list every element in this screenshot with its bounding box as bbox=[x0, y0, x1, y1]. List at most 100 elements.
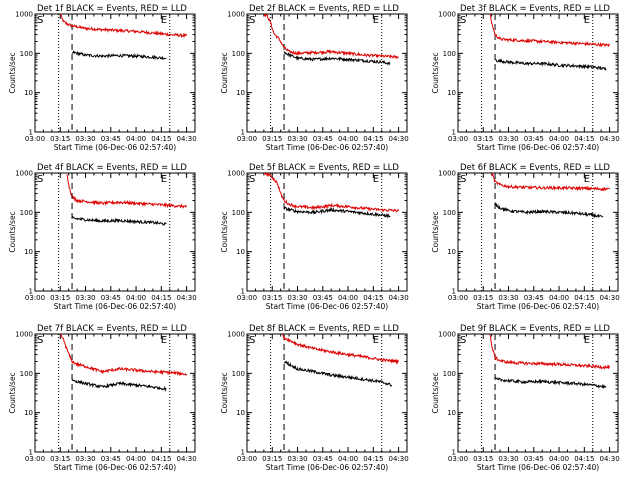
x-tick-label: 04:30 bbox=[599, 135, 619, 143]
y-tick-label: 1 bbox=[29, 129, 33, 137]
panel-title: Det 1f BLACK = Events, RED = LLD bbox=[37, 4, 187, 14]
x-axis-label: Start Time (06-Dec-06 02:57:40) bbox=[266, 143, 388, 152]
y-tick-label: 10 bbox=[236, 89, 245, 97]
x-tick-label: 03:15 bbox=[473, 294, 493, 302]
panel-3: Det 3f BLACK = Events, RED = LLD 1 10 100 10… bbox=[431, 4, 620, 152]
panel-2: Det 2f BLACK = Events, RED = LLD 1 10 100 10… bbox=[220, 4, 409, 152]
y-tick-label: 10 bbox=[447, 89, 456, 97]
y-tick-label: 1 bbox=[452, 449, 456, 457]
x-tick-label: 03:15 bbox=[50, 455, 70, 463]
x-tick-label: 04:15 bbox=[574, 455, 594, 463]
y-tick-label: 10 bbox=[236, 248, 245, 256]
x-tick-label: 03:00 bbox=[237, 135, 257, 143]
panel-title: Det 4f BLACK = Events, RED = LLD bbox=[37, 163, 187, 173]
e-marker: E bbox=[161, 15, 167, 26]
y-tick-label: 10 bbox=[447, 409, 456, 417]
x-tick-label: 03:45 bbox=[524, 455, 544, 463]
x-tick-label: 04:15 bbox=[363, 294, 383, 302]
events-series-line bbox=[71, 50, 167, 61]
y-axis-label: Counts/sec bbox=[431, 372, 440, 413]
y-tick-label: 100 bbox=[443, 370, 456, 378]
x-tick-label: 04:15 bbox=[151, 135, 171, 143]
y-tick-label: 1000 bbox=[227, 11, 245, 19]
x-tick-label: 03:30 bbox=[498, 455, 518, 463]
plot-frame bbox=[457, 13, 619, 133]
plot-frame bbox=[246, 333, 408, 453]
s-marker: S bbox=[460, 15, 466, 26]
s-marker: S bbox=[37, 15, 43, 26]
y-axis-label: Counts/sec bbox=[220, 372, 229, 413]
x-tick-label: 03:15 bbox=[262, 135, 282, 143]
y-tick-label: 1000 bbox=[15, 331, 33, 339]
panel-title: Det 5f BLACK = Events, RED = LLD bbox=[249, 163, 399, 173]
y-tick-label: 1 bbox=[241, 129, 245, 137]
x-tick-label: 03:00 bbox=[448, 135, 468, 143]
x-axis-label: Start Time (06-Dec-06 02:57:40) bbox=[266, 463, 388, 472]
y-tick-label: 1000 bbox=[438, 170, 456, 178]
y-axis-label: Counts/sec bbox=[8, 372, 17, 413]
x-tick-label: 03:00 bbox=[25, 294, 45, 302]
x-tick-label: 03:00 bbox=[25, 135, 45, 143]
x-tick-label: 04:15 bbox=[363, 135, 383, 143]
e-marker: E bbox=[373, 335, 379, 346]
y-tick-label: 100 bbox=[232, 370, 245, 378]
e-marker: E bbox=[584, 15, 590, 26]
y-tick-label: 100 bbox=[20, 50, 33, 58]
y-tick-label: 1000 bbox=[227, 331, 245, 339]
s-marker: S bbox=[460, 174, 466, 185]
events-series-line bbox=[283, 51, 391, 66]
panel-title: Det 9f BLACK = Events, RED = LLD bbox=[460, 324, 610, 334]
y-tick-label: 100 bbox=[443, 209, 456, 217]
y-tick-label: 1000 bbox=[15, 170, 33, 178]
y-tick-label: 100 bbox=[232, 50, 245, 58]
plot-frame bbox=[457, 333, 619, 453]
plot-frame bbox=[246, 172, 408, 292]
x-tick-label: 04:30 bbox=[388, 455, 408, 463]
panel-7: Det 7f BLACK = Events, RED = LLD 1 10 100 10… bbox=[8, 324, 197, 472]
y-axis-label: Counts/sec bbox=[220, 211, 229, 252]
y-tick-label: 1 bbox=[452, 129, 456, 137]
panel-title: Det 7f BLACK = Events, RED = LLD bbox=[37, 324, 187, 334]
x-tick-label: 04:00 bbox=[549, 294, 569, 302]
x-tick-label: 03:30 bbox=[287, 455, 307, 463]
e-marker: E bbox=[584, 335, 590, 346]
s-marker: S bbox=[249, 174, 255, 185]
x-tick-label: 04:00 bbox=[549, 135, 569, 143]
x-axis-label: Start Time (06-Dec-06 02:57:40) bbox=[266, 302, 388, 311]
lld-series-line bbox=[60, 334, 188, 377]
panel-6: Det 6f BLACK = Events, RED = LLD 1 10 100 10… bbox=[431, 163, 620, 311]
x-tick-label: 04:00 bbox=[549, 455, 569, 463]
x-tick-label: 03:45 bbox=[101, 135, 121, 143]
y-tick-label: 1 bbox=[29, 288, 33, 296]
lld-series-line bbox=[66, 174, 188, 209]
y-axis-label: Counts/sec bbox=[8, 211, 17, 252]
x-tick-label: 03:30 bbox=[287, 294, 307, 302]
x-axis-label: Start Time (06-Dec-06 02:57:40) bbox=[54, 463, 176, 472]
plot-frame bbox=[34, 13, 196, 133]
s-marker: S bbox=[249, 15, 255, 26]
panel-1: Det 1f BLACK = Events, RED = LLD 1 10 100 10… bbox=[8, 4, 197, 152]
e-marker: E bbox=[584, 174, 590, 185]
x-tick-label: 03:30 bbox=[498, 135, 518, 143]
x-tick-label: 04:30 bbox=[599, 455, 619, 463]
x-tick-label: 03:00 bbox=[237, 455, 257, 463]
y-tick-label: 10 bbox=[24, 409, 33, 417]
panel-title: Det 2f BLACK = Events, RED = LLD bbox=[249, 4, 399, 14]
s-marker: S bbox=[460, 335, 466, 346]
e-marker: E bbox=[161, 174, 167, 185]
y-tick-label: 10 bbox=[447, 248, 456, 256]
y-axis-label: Counts/sec bbox=[8, 52, 17, 93]
s-marker: S bbox=[37, 335, 43, 346]
y-tick-label: 1000 bbox=[227, 170, 245, 178]
x-tick-label: 04:00 bbox=[338, 455, 358, 463]
panel-5: Det 5f BLACK = Events, RED = LLD 1 10 100 10… bbox=[220, 163, 409, 311]
s-marker: S bbox=[249, 335, 255, 346]
x-tick-label: 03:30 bbox=[287, 135, 307, 143]
x-tick-label: 04:00 bbox=[338, 294, 358, 302]
y-tick-label: 10 bbox=[24, 248, 33, 256]
x-tick-label: 04:00 bbox=[126, 294, 146, 302]
y-tick-label: 1000 bbox=[438, 331, 456, 339]
events-series-line bbox=[494, 376, 607, 390]
y-tick-label: 100 bbox=[232, 209, 245, 217]
panel-title: Det 8f BLACK = Events, RED = LLD bbox=[249, 324, 399, 334]
